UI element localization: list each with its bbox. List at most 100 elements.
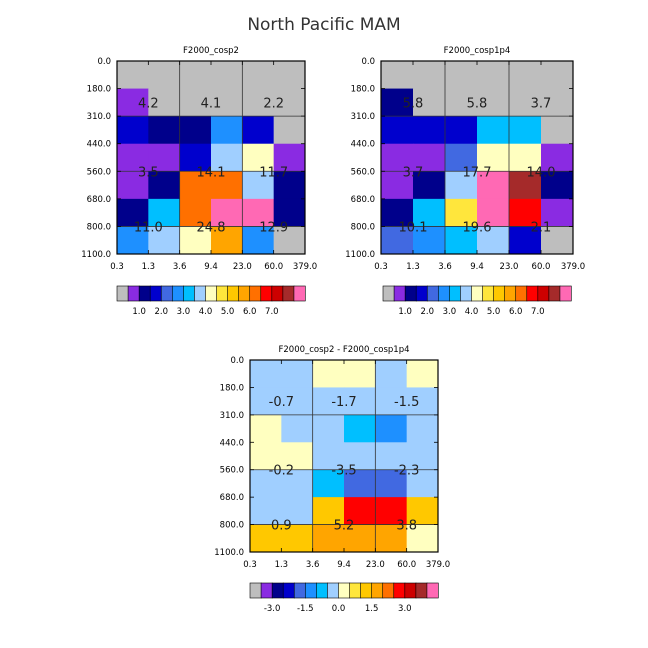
heatmap-cell: [413, 198, 446, 227]
heatmap-cell: [117, 61, 149, 89]
colorbar-box: [338, 582, 351, 599]
colorbar-label: 6.0: [509, 307, 523, 317]
heatmap-cell: [312, 360, 345, 388]
heatmap-cell: [445, 198, 478, 227]
colorbar-box: [382, 582, 395, 599]
x-tick-label: 1.3: [406, 262, 420, 272]
colorbar-label: 3.0: [443, 307, 457, 317]
heatmap-cell: [211, 61, 243, 89]
colorbar-box: [404, 582, 417, 599]
colorbar-box: [260, 582, 273, 599]
heatmap-cell: [381, 143, 414, 172]
colorbar-box: [238, 285, 251, 302]
heatmap-cell: [445, 171, 478, 200]
heatmap-cell: [273, 116, 306, 145]
heatmap-cell: [273, 143, 306, 172]
colorbar-box: [149, 285, 162, 302]
heatmap-cell: [375, 387, 408, 416]
colorbar-label: 5.0: [487, 307, 501, 317]
heatmap-cell: [381, 116, 414, 145]
heatmap-cell: [281, 497, 314, 525]
heatmap-cell: [242, 226, 275, 255]
x-tick-label: 379.0: [293, 262, 317, 272]
heatmap-cell: [179, 61, 212, 89]
heatmap-cell: [250, 442, 282, 471]
y-tick-label: 0.0: [97, 57, 111, 67]
heatmap-cell: [312, 497, 345, 525]
colorbar-box: [382, 285, 395, 302]
colorbar-label: 7.0: [265, 307, 279, 317]
heatmap-cell: [281, 414, 314, 443]
heatmap-cell: [413, 88, 446, 117]
colorbar-box: [526, 285, 539, 302]
colorbar-box: [260, 285, 273, 302]
heatmap-cell: [211, 171, 243, 200]
y-tick-label: 180.0: [87, 85, 111, 95]
heatmap-cell: [148, 88, 181, 117]
heatmap-cell: [381, 171, 414, 200]
heatmap-cell: [406, 497, 439, 525]
heatmap-cell: [541, 116, 574, 145]
heatmap-cell: [312, 414, 345, 443]
cell-value-label: 19.6: [463, 220, 492, 235]
heatmap-cell: [375, 360, 408, 388]
cell-value-label: 3.7: [403, 165, 424, 180]
cell-value-label: 2.2: [263, 96, 284, 111]
cell-value-label: 11.7: [259, 165, 288, 180]
y-tick-label: 310.0: [87, 112, 111, 122]
y-tick-label: 1100.0: [214, 548, 244, 558]
colorbar-box: [171, 285, 184, 302]
colorbar-box: [404, 285, 417, 302]
heatmap-cell: [273, 61, 306, 89]
heatmap-cell: [117, 226, 149, 255]
heatmap-cell: [509, 88, 542, 117]
heatmap-cell: [250, 414, 282, 443]
x-tick-label: 60.0: [397, 560, 416, 570]
y-tick-label: 440.0: [87, 140, 111, 150]
heatmap-panel: F2000_cosp2 - F2000_cosp1p4 0.3 1.3 3.6 9.4 2…: [214, 345, 450, 614]
x-tick-label: 9.4: [204, 262, 218, 272]
heatmap-cell: [242, 116, 275, 145]
colorbar-box: [227, 285, 240, 302]
cell-value-label: -3.5: [331, 464, 356, 479]
heatmap-cell: [312, 387, 345, 416]
colorbar-box: [559, 285, 572, 302]
heatmap-cell: [477, 198, 510, 227]
heatmap-cell: [375, 469, 408, 498]
heatmap-cell: [344, 469, 376, 498]
cell-value-label: 3.8: [396, 519, 417, 534]
heatmap-cell: [211, 226, 243, 255]
cell-value-label: -2.3: [394, 464, 419, 479]
colorbar-box: [415, 285, 428, 302]
heatmap-cell: [250, 497, 282, 525]
x-tick-label: 3.6: [173, 262, 187, 272]
heatmap-cell: [344, 524, 376, 553]
colorbar-label: -3.0: [264, 604, 281, 614]
colorbar-label: 4.0: [199, 307, 213, 317]
figure-title: North Pacific MAM: [247, 15, 400, 35]
y-tick-label: 1100.0: [81, 250, 111, 260]
y-tick-label: 680.0: [87, 195, 111, 205]
colorbar-box: [393, 285, 406, 302]
heatmap-cell: [344, 442, 376, 471]
colorbar-box: [205, 285, 218, 302]
y-tick-label: 1100.0: [345, 250, 375, 260]
colorbar-label: 1.0: [398, 307, 412, 317]
heatmap-cell: [445, 88, 478, 117]
x-tick-label: 0.3: [374, 262, 388, 272]
cell-value-label: 5.2: [334, 519, 355, 534]
colorbar-box: [482, 285, 495, 302]
colorbar-box: [249, 582, 262, 599]
heatmap-cell: [541, 171, 574, 200]
heatmap-cell: [477, 88, 510, 117]
heatmap-cell: [541, 88, 574, 117]
heatmap-cell: [509, 171, 542, 200]
heatmap-cell: [445, 226, 478, 255]
heatmap-cell: [179, 171, 212, 200]
heatmap-cell: [250, 360, 282, 388]
heatmap-cell: [250, 387, 282, 416]
x-tick-label: 60.0: [532, 262, 551, 272]
colorbar-label: 3.0: [177, 307, 191, 317]
heatmap-cell: [211, 198, 243, 227]
cell-value-label: 24.8: [197, 220, 226, 235]
